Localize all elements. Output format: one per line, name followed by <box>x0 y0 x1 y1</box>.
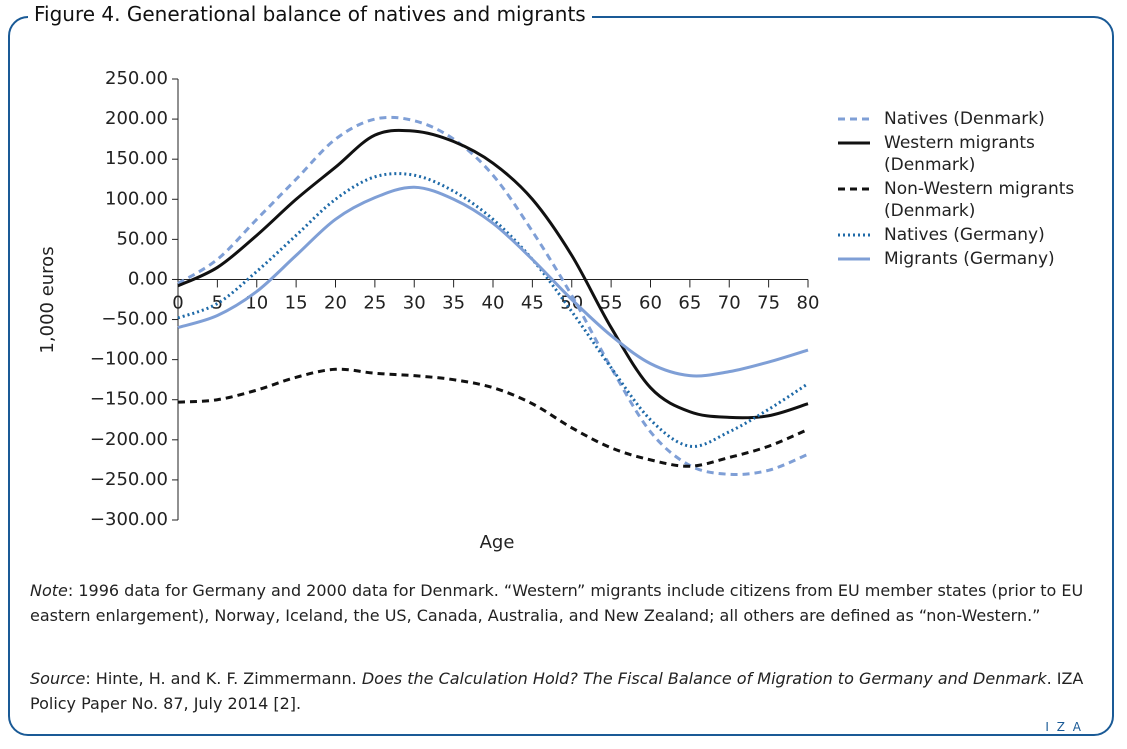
legend-label: Non-Western migrants (Denmark) <box>884 179 1075 221</box>
legend-label: Natives (Denmark) <box>884 109 1045 129</box>
y-axis-label: 1,000 euros <box>37 246 58 353</box>
series-line <box>177 128 809 420</box>
figure-title: Figure 4. Generational balance of native… <box>28 2 592 26</box>
legend-item: Natives (Germany) <box>836 224 1116 246</box>
y-tick-label: −150.00 <box>90 389 168 410</box>
legend-item: Natives (Denmark) <box>836 108 1116 130</box>
source-text: Does the Calculation Hold? The Fiscal Ba… <box>361 669 1047 688</box>
legend-item: Western migrants (Denmark) <box>836 132 1116 176</box>
series-line <box>177 367 809 468</box>
x-tick-label: 55 <box>600 292 623 313</box>
note-text: Note <box>30 581 68 600</box>
x-axis-label: Age <box>480 532 515 553</box>
y-tick-label: −300.00 <box>90 509 168 530</box>
source: Source: Hinte, H. and K. F. Zimmermann. … <box>30 666 1090 716</box>
legend-swatch <box>838 187 870 191</box>
note: Note: 1996 data for Germany and 2000 dat… <box>30 578 1090 628</box>
legend-label: Migrants (Germany) <box>884 249 1055 269</box>
legend: Natives (Denmark) Western migrants (Denma… <box>836 108 1116 272</box>
y-tick-label: 250.00 <box>105 68 168 89</box>
x-tick-label: 35 <box>442 292 465 313</box>
legend-swatch <box>838 233 870 237</box>
x-tick-label: 45 <box>521 292 544 313</box>
y-tick-label: −250.00 <box>90 469 168 490</box>
source-text: . IZA Policy Paper No. 87, July 2014 [2]… <box>30 669 1084 713</box>
legend-swatch <box>838 257 870 261</box>
y-tick-label: 200.00 <box>105 108 168 129</box>
source-text: Source <box>30 669 86 688</box>
y-tick-label: −100.00 <box>90 349 168 370</box>
legend-item: Non-Western migrants (Denmark) <box>836 178 1116 222</box>
x-tick-label: 5 <box>212 292 223 313</box>
x-tick-label: 25 <box>363 292 386 313</box>
x-tick-label: 10 <box>245 292 268 313</box>
x-tick-label: 40 <box>482 292 505 313</box>
legend-swatch <box>838 141 870 145</box>
x-tick-label: 0 <box>172 292 183 313</box>
series-line <box>177 115 809 476</box>
y-tick-label: 0.00 <box>128 268 168 289</box>
y-tick-label: −50.00 <box>101 309 168 330</box>
y-tick-label: −200.00 <box>90 429 168 450</box>
y-tick-label: 50.00 <box>116 228 168 249</box>
source-text: : Hinte, H. and K. F. Zimmermann. <box>85 669 362 688</box>
x-tick-label: 75 <box>757 292 780 313</box>
legend-item: Migrants (Germany) <box>836 248 1116 270</box>
x-tick-label: 15 <box>285 292 308 313</box>
x-tick-label: 65 <box>678 292 701 313</box>
legend-swatch <box>838 117 870 121</box>
legend-label: Natives (Germany) <box>884 225 1045 245</box>
y-tick-label: 100.00 <box>105 188 168 209</box>
logo: I Z A <box>1041 720 1087 734</box>
x-tick-label: 70 <box>718 292 741 313</box>
note-text: : 1996 data for Germany and 2000 data fo… <box>30 581 1084 625</box>
legend-label: Western migrants (Denmark) <box>884 133 1035 175</box>
x-tick-label: 20 <box>324 292 347 313</box>
x-tick-label: 60 <box>639 292 662 313</box>
y-tick-label: 150.00 <box>105 148 168 169</box>
series-line <box>177 185 809 378</box>
x-tick-label: 80 <box>797 292 820 313</box>
x-tick-label: 30 <box>403 292 426 313</box>
